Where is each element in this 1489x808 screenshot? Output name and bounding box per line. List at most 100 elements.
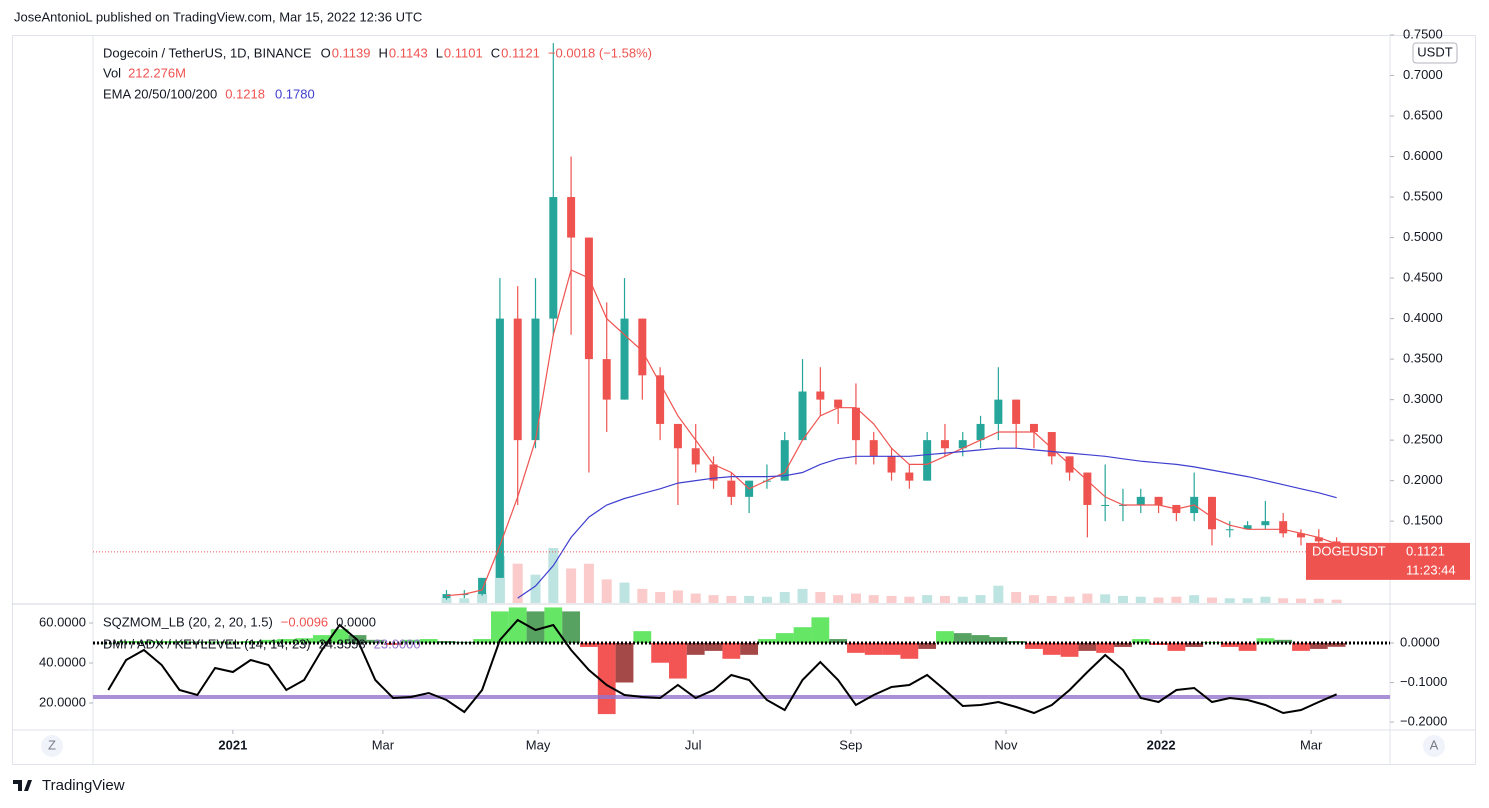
brand: TradingView bbox=[42, 777, 125, 794]
ema-line bbox=[517, 447, 1337, 599]
zoom-button[interactable] bbox=[41, 735, 63, 757]
candle-body bbox=[691, 448, 700, 465]
squeeze-bar bbox=[366, 639, 385, 643]
ema-value: 0.1218 bbox=[225, 86, 265, 101]
y-tick-label: 0.2500 bbox=[1403, 432, 1443, 447]
candle-body bbox=[1314, 537, 1323, 542]
left-tick-label: 60.0000 bbox=[39, 614, 86, 629]
volume-bar bbox=[655, 592, 666, 603]
squeeze-bar bbox=[277, 639, 296, 643]
volume-bar bbox=[744, 595, 755, 603]
volume-value: 212.276M bbox=[128, 65, 186, 80]
volume-label: Vol bbox=[103, 65, 121, 80]
squeeze-bar bbox=[651, 642, 670, 663]
candle-body bbox=[1101, 504, 1110, 506]
squeeze-bar bbox=[455, 641, 474, 643]
y-tick-label: 0.7500 bbox=[1403, 26, 1443, 41]
candle-body bbox=[1029, 423, 1038, 433]
volume-bar bbox=[1278, 598, 1289, 603]
candle-body bbox=[1012, 399, 1021, 424]
volume-bar bbox=[1046, 595, 1057, 603]
x-tick-label: Sep bbox=[839, 737, 862, 752]
candle-body bbox=[656, 375, 665, 424]
volume-bar bbox=[1117, 595, 1128, 603]
candle-body bbox=[816, 391, 825, 400]
auto-button[interactable] bbox=[1423, 735, 1445, 757]
squeeze-bar bbox=[1007, 641, 1026, 643]
volume-bar bbox=[601, 579, 612, 603]
right-tick-label: −0.1000 bbox=[1400, 674, 1447, 689]
squeeze-bar bbox=[775, 633, 794, 643]
volume-bar bbox=[1135, 596, 1146, 603]
squeeze-bar bbox=[882, 642, 901, 655]
candle-body bbox=[798, 391, 807, 441]
ohlc-value: 0.1101 bbox=[444, 45, 483, 60]
last-price-box bbox=[1306, 542, 1470, 580]
volume-bar bbox=[494, 555, 505, 603]
squeeze-bar bbox=[971, 635, 990, 643]
tradingview-logo bbox=[13, 780, 32, 791]
last-price-label: 0.1121 bbox=[1406, 543, 1445, 558]
oscillator-pane bbox=[93, 607, 1390, 715]
volume-bar bbox=[761, 596, 772, 603]
squeeze-bar bbox=[1327, 642, 1346, 647]
zoom-button-label[interactable]: Z bbox=[48, 737, 56, 752]
squeeze-bar bbox=[259, 639, 278, 643]
candle-body bbox=[1047, 432, 1056, 457]
adx-value: 24.3558 bbox=[319, 636, 366, 651]
volume-bar bbox=[512, 563, 523, 603]
candle-body bbox=[1279, 521, 1288, 534]
volume-bar bbox=[1028, 595, 1039, 603]
squeeze-bar bbox=[312, 635, 331, 643]
candle-body bbox=[709, 464, 718, 481]
squeeze-bar bbox=[686, 642, 705, 655]
volume-bar bbox=[1331, 599, 1342, 603]
squeeze-bar bbox=[864, 642, 883, 655]
last-price-symbol: DOGEUSDT bbox=[1312, 543, 1386, 558]
squeeze-bar bbox=[491, 611, 509, 643]
x-tick-label: Nov bbox=[994, 737, 1018, 752]
left-tick-label: 20.0000 bbox=[39, 694, 86, 709]
squeeze-bar bbox=[508, 607, 527, 643]
candle-body bbox=[549, 197, 558, 319]
ohlc-value: 0.1143 bbox=[389, 45, 428, 60]
volume-bar bbox=[868, 595, 879, 603]
squeeze-bar bbox=[758, 639, 776, 643]
candle-body bbox=[531, 318, 540, 441]
squeeze-bar bbox=[419, 639, 438, 643]
squeeze-bar bbox=[1060, 642, 1079, 657]
volume-bar bbox=[850, 593, 861, 603]
squeeze-label: SQZMOM_LB (20, 2, 20, 1.5) bbox=[103, 614, 273, 629]
squeeze-bar bbox=[580, 642, 598, 647]
adx-label: DMI / ADX / KEYLEVEL (14, 14, 23) bbox=[103, 636, 311, 651]
squeeze-bar bbox=[900, 642, 919, 659]
volume-bar bbox=[815, 592, 826, 603]
squeeze-bar bbox=[918, 642, 937, 649]
symbol: Dogecoin / TetherUS, 1D, BINANCE bbox=[103, 45, 312, 60]
volume-bar bbox=[1171, 596, 1182, 603]
y-tick-label: 0.4500 bbox=[1403, 270, 1443, 285]
candle-body bbox=[1296, 533, 1305, 538]
squeeze-bar bbox=[1256, 638, 1275, 643]
right-tick-label: 0.0000 bbox=[1400, 634, 1440, 649]
squeeze-bar bbox=[936, 631, 954, 643]
squeeze-bar bbox=[473, 639, 492, 643]
candle-body bbox=[869, 440, 878, 457]
ohlc-key: C bbox=[491, 45, 500, 60]
volume-bar bbox=[1260, 596, 1271, 603]
ohlc-value: 0.1139 bbox=[332, 45, 371, 60]
candle-body bbox=[442, 594, 451, 599]
ohlc-key: L bbox=[436, 45, 443, 60]
squeeze-bar bbox=[1274, 639, 1293, 643]
x-tick-label: Mar bbox=[372, 737, 395, 752]
squeeze-bar bbox=[704, 642, 723, 651]
squeeze-bar bbox=[615, 642, 634, 683]
candle-body bbox=[1243, 525, 1252, 530]
auto-button-label[interactable]: A bbox=[1430, 737, 1439, 752]
volume-bar bbox=[726, 595, 737, 603]
frame bbox=[12, 35, 1476, 765]
volume-bar bbox=[886, 595, 897, 603]
candle-body bbox=[834, 399, 843, 408]
squeeze-bar bbox=[989, 637, 1008, 643]
